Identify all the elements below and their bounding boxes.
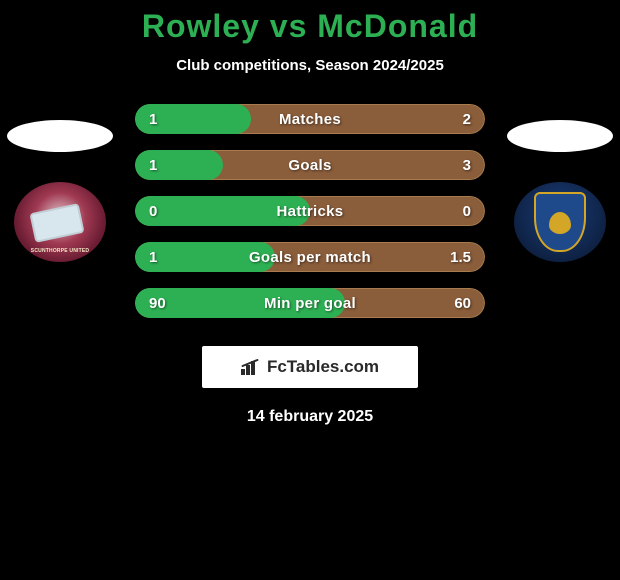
badge-left-text: SCUNTHORPE UNITED: [31, 248, 89, 254]
player1-avatar-placeholder: [7, 120, 113, 152]
stat-label: Matches: [135, 104, 485, 134]
stat-label: Min per goal: [135, 288, 485, 318]
stat-row: 00Hattricks: [135, 196, 485, 226]
stat-label: Goals per match: [135, 242, 485, 272]
player1-club-badge: SCUNTHORPE UNITED: [14, 182, 106, 262]
stat-label: Hattricks: [135, 196, 485, 226]
attribution-text: FcTables.com: [267, 357, 379, 377]
date-text: 14 february 2025: [0, 408, 620, 426]
player1-name: Rowley: [142, 8, 260, 44]
fctables-icon: [241, 359, 261, 375]
attribution-box: FcTables.com: [202, 346, 418, 388]
stat-row: 13Goals: [135, 150, 485, 180]
player1-column: SCUNTHORPE UNITED: [5, 120, 115, 262]
vs-text: vs: [270, 8, 308, 44]
stat-row: 11.5Goals per match: [135, 242, 485, 272]
player2-column: [505, 120, 615, 262]
page-title: Rowley vs McDonald: [0, 8, 620, 45]
comparison-bars: 12Matches 13Goals 00Hattricks 11.5Goals per…: [135, 104, 485, 318]
stat-label: Goals: [135, 150, 485, 180]
player2-club-badge: [514, 182, 606, 262]
stat-row: 12Matches: [135, 104, 485, 134]
subtitle: Club competitions, Season 2024/2025: [0, 57, 620, 74]
player2-avatar-placeholder: [507, 120, 613, 152]
stat-row: 9060Min per goal: [135, 288, 485, 318]
player2-name: McDonald: [317, 8, 478, 44]
